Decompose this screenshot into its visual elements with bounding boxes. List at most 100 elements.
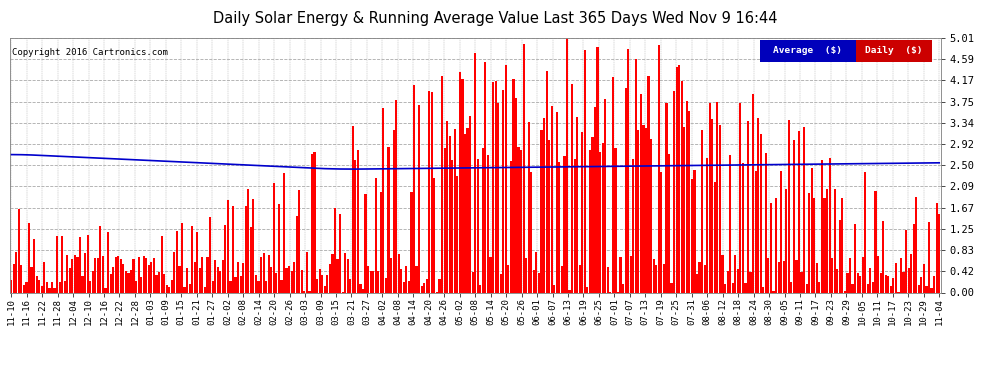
Bar bbox=[597, 47, 599, 292]
Bar bbox=[696, 274, 698, 292]
Bar bbox=[545, 71, 547, 292]
Bar bbox=[905, 230, 907, 292]
Bar bbox=[199, 268, 201, 292]
Bar bbox=[783, 261, 785, 292]
Bar bbox=[607, 267, 609, 292]
Bar bbox=[311, 154, 313, 292]
Bar bbox=[762, 287, 764, 292]
Bar bbox=[265, 281, 267, 292]
Bar bbox=[681, 81, 683, 292]
Bar bbox=[319, 269, 321, 292]
Bar bbox=[793, 140, 795, 292]
Bar bbox=[533, 270, 535, 292]
Bar bbox=[686, 102, 688, 292]
Bar bbox=[599, 152, 601, 292]
Bar bbox=[196, 232, 198, 292]
Bar bbox=[829, 158, 831, 292]
Bar bbox=[675, 67, 678, 292]
Bar bbox=[133, 260, 135, 292]
Bar bbox=[380, 192, 382, 292]
Bar bbox=[327, 275, 329, 292]
Bar bbox=[505, 65, 507, 292]
Bar bbox=[668, 154, 670, 292]
Bar bbox=[759, 134, 762, 292]
Bar bbox=[10, 280, 12, 292]
Bar bbox=[405, 266, 408, 292]
Bar bbox=[115, 257, 117, 292]
Bar bbox=[874, 191, 876, 292]
Bar bbox=[240, 276, 242, 292]
Bar bbox=[86, 235, 89, 292]
Bar bbox=[163, 274, 165, 292]
Bar bbox=[390, 258, 392, 292]
Bar bbox=[892, 278, 894, 292]
Bar bbox=[332, 254, 334, 292]
Bar bbox=[337, 259, 339, 292]
Bar bbox=[543, 118, 545, 292]
Bar bbox=[846, 273, 848, 292]
Bar bbox=[918, 285, 920, 292]
Bar bbox=[744, 283, 746, 292]
Bar bbox=[44, 262, 46, 292]
Bar bbox=[890, 286, 892, 292]
Bar bbox=[706, 158, 708, 292]
Bar bbox=[510, 161, 512, 292]
Bar bbox=[408, 281, 410, 292]
Bar bbox=[387, 147, 390, 292]
Bar bbox=[232, 206, 234, 292]
Bar bbox=[448, 136, 450, 292]
Bar bbox=[316, 279, 318, 292]
Bar bbox=[99, 226, 102, 292]
Bar bbox=[141, 277, 143, 292]
Bar bbox=[135, 280, 138, 292]
Bar bbox=[254, 275, 257, 292]
Bar bbox=[186, 268, 188, 292]
Bar bbox=[602, 143, 604, 292]
Bar bbox=[377, 271, 379, 292]
Bar bbox=[458, 72, 461, 292]
Bar bbox=[237, 262, 240, 292]
Bar bbox=[138, 256, 140, 292]
Bar bbox=[356, 150, 359, 292]
Bar bbox=[46, 282, 48, 292]
Bar bbox=[173, 252, 175, 292]
Bar bbox=[217, 267, 219, 292]
Bar bbox=[444, 148, 446, 292]
Bar bbox=[423, 283, 426, 292]
Bar bbox=[808, 194, 810, 292]
Bar bbox=[222, 260, 224, 292]
Bar bbox=[76, 256, 78, 292]
Bar bbox=[921, 277, 923, 292]
Bar bbox=[466, 128, 468, 292]
Bar bbox=[262, 252, 264, 292]
Bar bbox=[471, 272, 474, 292]
Bar bbox=[97, 258, 99, 292]
Bar bbox=[120, 259, 122, 292]
Bar bbox=[571, 84, 573, 292]
Bar bbox=[453, 129, 455, 292]
Text: Daily Solar Energy & Running Average Value Last 365 Days Wed Nov 9 16:44: Daily Solar Energy & Running Average Val… bbox=[213, 11, 777, 26]
Bar bbox=[576, 117, 578, 292]
Bar bbox=[314, 152, 316, 292]
Bar bbox=[298, 190, 300, 292]
Bar bbox=[329, 264, 331, 292]
Bar bbox=[227, 200, 229, 292]
Bar bbox=[558, 162, 560, 292]
Bar bbox=[248, 189, 249, 292]
Bar bbox=[15, 252, 18, 292]
Bar bbox=[446, 121, 448, 292]
Bar bbox=[275, 273, 277, 292]
Bar bbox=[770, 202, 772, 292]
Bar bbox=[183, 288, 186, 292]
Bar bbox=[349, 279, 351, 292]
Bar bbox=[461, 79, 463, 292]
Bar bbox=[615, 148, 617, 292]
Bar bbox=[148, 265, 149, 292]
Bar bbox=[515, 98, 517, 292]
Bar bbox=[469, 116, 471, 292]
Bar bbox=[709, 103, 711, 292]
Bar bbox=[727, 271, 729, 292]
Bar bbox=[816, 263, 818, 292]
Bar bbox=[928, 222, 931, 292]
Bar bbox=[538, 273, 540, 292]
